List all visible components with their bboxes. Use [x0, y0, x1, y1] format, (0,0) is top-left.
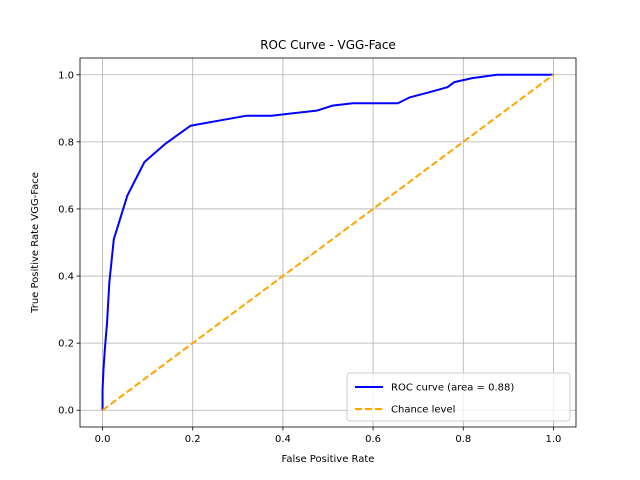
x-tick-label: 0.8: [455, 434, 471, 445]
legend-roc-label: ROC curve (area = 0.88): [391, 383, 514, 394]
x-tick-label: 0.2: [185, 434, 201, 445]
y-tick-label: 0.2: [58, 339, 74, 350]
y-tick-label: 1.0: [58, 70, 74, 81]
y-tick-label: 0.4: [58, 272, 74, 283]
axes-frame: [79, 57, 577, 428]
legend-chance-label: Chance level: [391, 405, 455, 416]
x-tick-label: 0.4: [275, 434, 291, 445]
y-tick-label: 0.6: [58, 204, 74, 215]
chart-title: ROC Curve - VGG-Face: [260, 38, 396, 52]
y-tick-label: 0.0: [58, 406, 74, 417]
legend-box: [346, 372, 571, 422]
roc-curve-line: [101, 73, 554, 411]
y-tick-label: 0.8: [58, 137, 74, 148]
x-tick-label: 0.6: [365, 434, 381, 445]
chance-level-line: [101, 73, 555, 412]
x-axis-label: False Positive Rate: [282, 454, 375, 465]
x-tick-label: 1.0: [546, 434, 562, 445]
y-axis-label: True Positive Rate VGG-Face: [30, 172, 41, 314]
x-tick-label: 0.0: [95, 434, 111, 445]
